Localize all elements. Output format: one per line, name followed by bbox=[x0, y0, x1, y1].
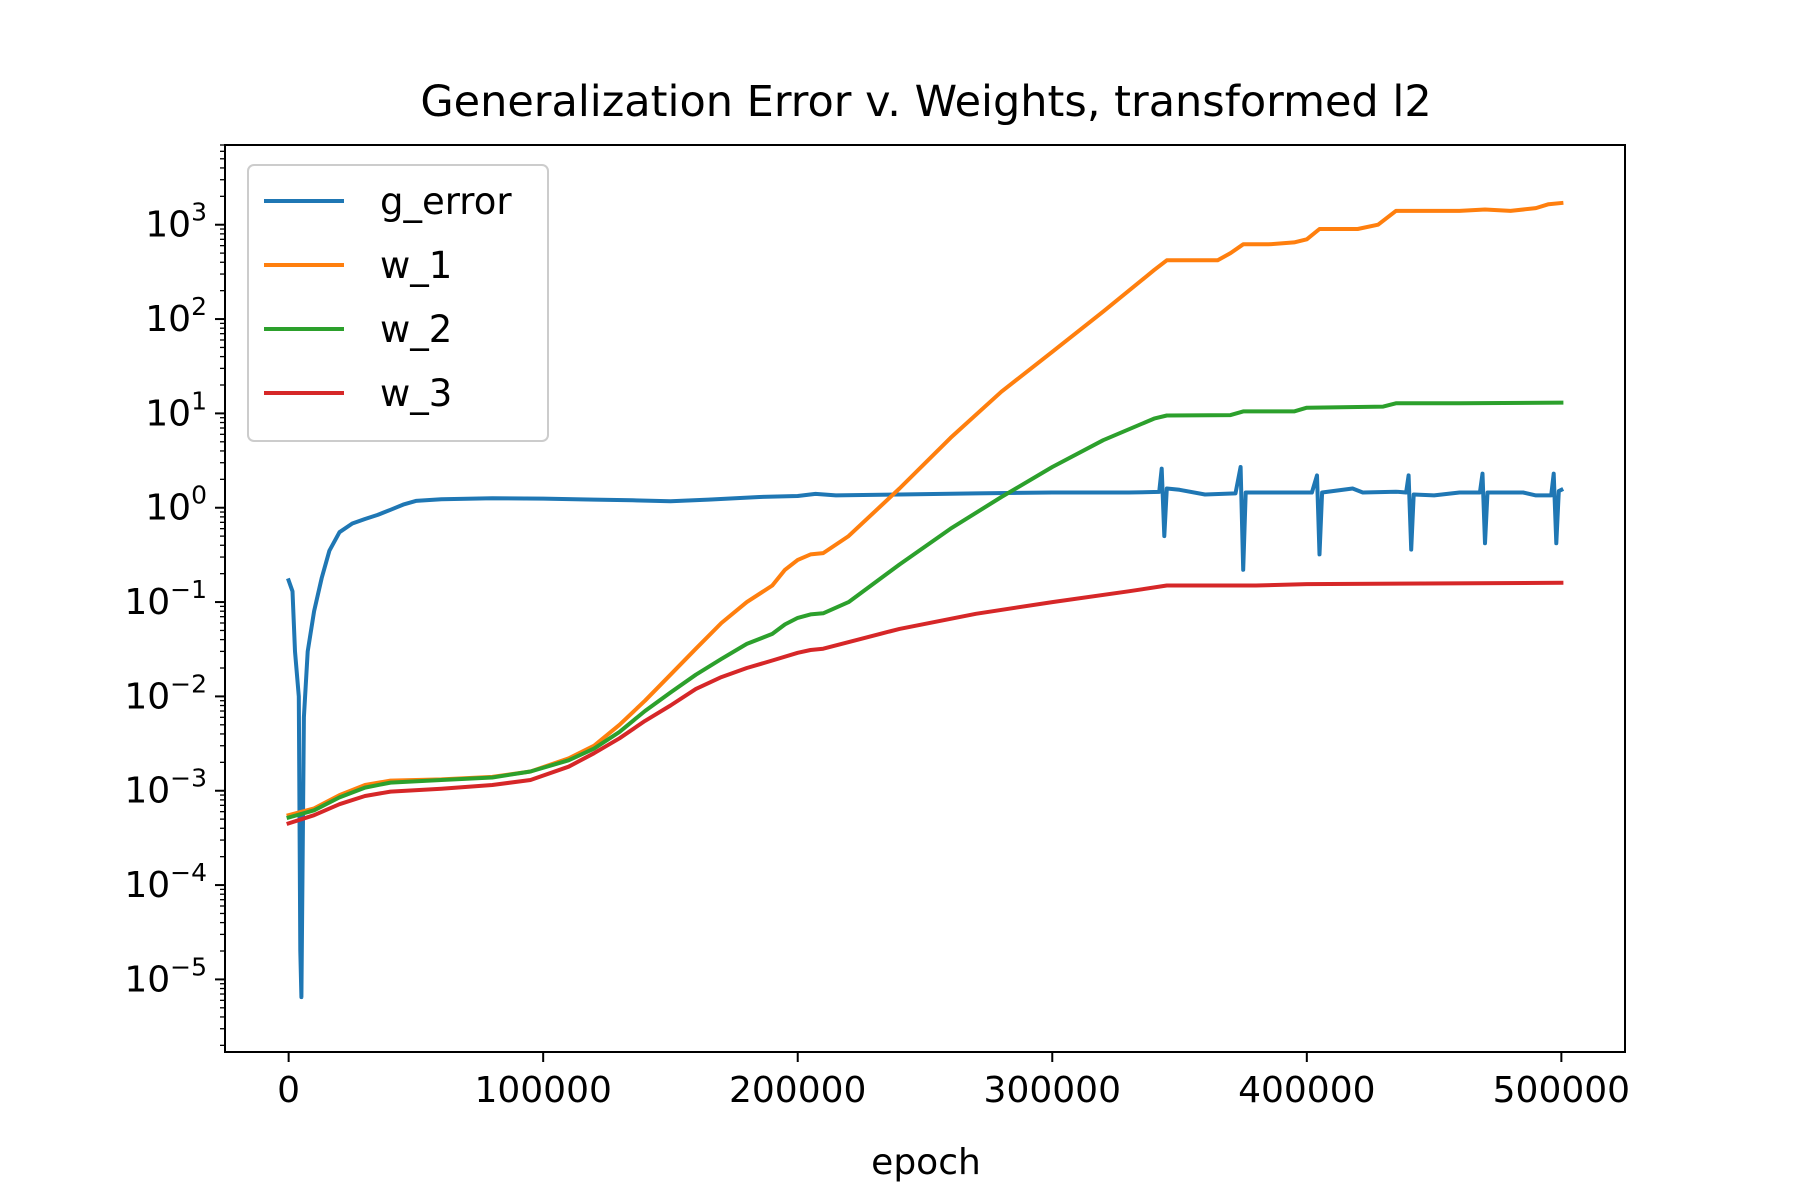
y-tick-label: 10−4 bbox=[124, 858, 207, 906]
legend-label-w_3: w_3 bbox=[380, 372, 452, 415]
legend-label-w_1: w_1 bbox=[380, 244, 452, 287]
legend-label-g_error: g_error bbox=[380, 180, 512, 223]
x-tick-label: 400000 bbox=[1238, 1070, 1375, 1111]
y-tick-label: 103 bbox=[145, 198, 207, 246]
y-tick-label: 10−1 bbox=[124, 575, 207, 623]
series-line-w_2 bbox=[286, 400, 1564, 820]
x-tick-label: 200000 bbox=[729, 1070, 866, 1111]
legend-label-w_2: w_2 bbox=[380, 308, 452, 351]
y-tick-label: 100 bbox=[145, 481, 207, 529]
y-tick-label: 10−3 bbox=[124, 764, 207, 812]
x-tick-label: 300000 bbox=[984, 1070, 1121, 1111]
plot-frame bbox=[224, 144, 1626, 1053]
y-tick-label: 10−2 bbox=[124, 669, 207, 717]
y-tick-label: 101 bbox=[145, 386, 207, 434]
y-tick-label: 10−5 bbox=[124, 952, 207, 1000]
chart-title: Generalization Error v. Weights, transfo… bbox=[420, 77, 1431, 127]
x-axis: 0 100000 200000 300000 400000 500000 bbox=[277, 1052, 1630, 1111]
legend-box bbox=[247, 164, 549, 442]
series-line-w_3 bbox=[286, 580, 1564, 826]
series-line-g_error bbox=[286, 465, 1565, 1000]
y-axis: 10−5 10−4 10−3 10−2 10−1 100 101 102 103 bbox=[124, 144, 225, 1046]
x-tick-label: 0 bbox=[277, 1070, 300, 1111]
y-tick-label: 102 bbox=[145, 292, 207, 340]
x-tick-label: 100000 bbox=[474, 1070, 611, 1111]
legend: g_error w_1 w_2 w_3 bbox=[247, 164, 549, 442]
plot-area bbox=[286, 200, 1565, 1000]
x-axis-label: epoch bbox=[871, 1142, 981, 1183]
x-tick-label: 500000 bbox=[1493, 1070, 1630, 1111]
